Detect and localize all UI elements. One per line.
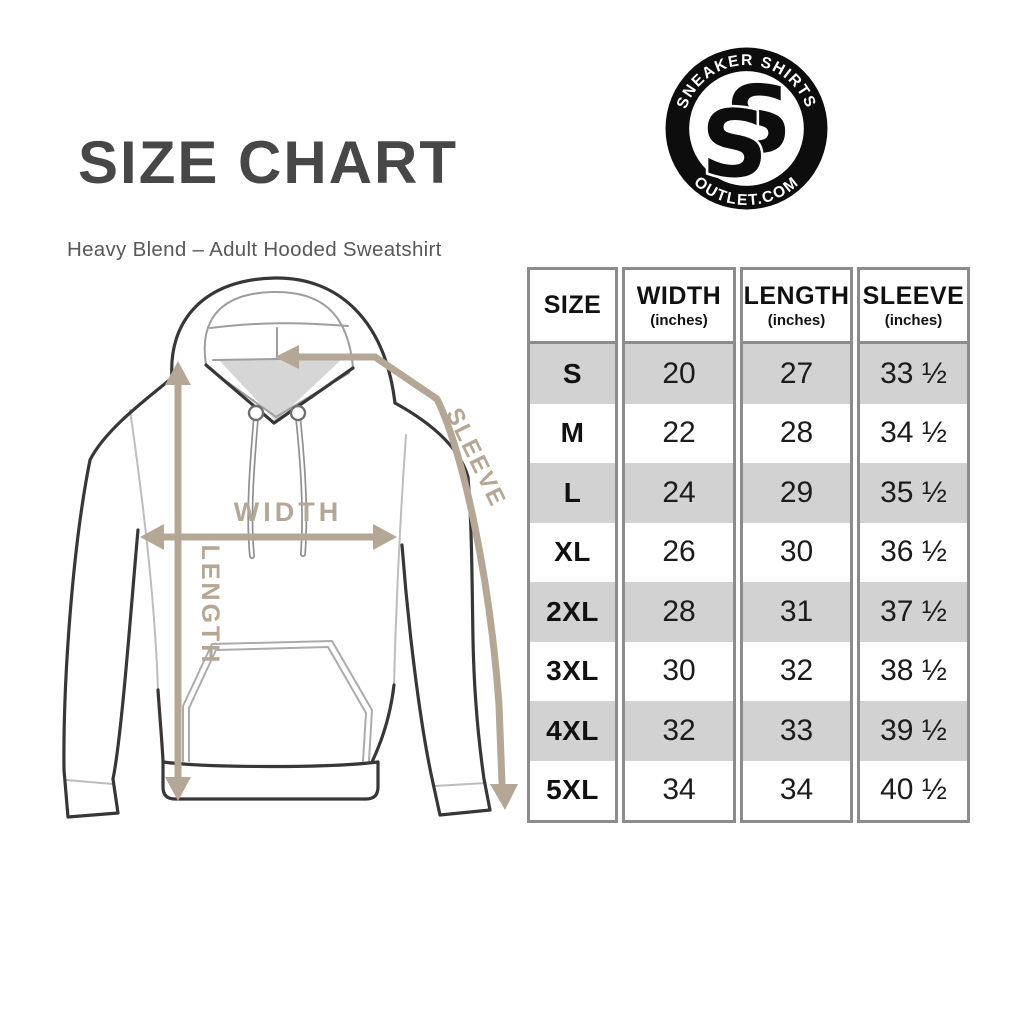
- hoodie-outline: [62, 276, 492, 819]
- hoodie-diagram: WIDTH LENGTH SLEEVE: [62, 276, 518, 819]
- table-cell: S: [530, 344, 615, 404]
- table-cell: 33 ½: [860, 344, 967, 404]
- table-cell: 28: [625, 582, 733, 642]
- kangaroo-pocket: [182, 640, 373, 762]
- width-arrowhead-left: [140, 524, 164, 550]
- grommet-right: [289, 404, 307, 422]
- table-cell: 34: [625, 760, 733, 820]
- table-cell: 2XL: [530, 582, 615, 642]
- column-header: WIDTH (inches): [625, 270, 733, 344]
- table-cell: XL: [530, 522, 615, 582]
- table-column-length: LENGTH (inches) 27 28 29 30 31 32 33 34: [740, 267, 853, 823]
- logo-inner-circle: [689, 71, 804, 186]
- column-header-label: LENGTH: [743, 281, 850, 310]
- table-cell: 33: [743, 701, 850, 761]
- width-arrowhead-right: [373, 524, 397, 550]
- column-header-unit: (inches): [884, 311, 943, 329]
- table-cell: 39 ½: [860, 701, 967, 761]
- logo-monogram-s1: S: [725, 66, 792, 174]
- column-header: SIZE: [530, 270, 615, 344]
- table-cell: 29: [743, 463, 850, 523]
- table-column-sleeve: SLEEVE (inches) 33 ½ 34 ½ 35 ½ 36 ½ 37 ½…: [857, 267, 970, 823]
- table-cell: 28: [743, 403, 850, 463]
- table-cell: 22: [625, 403, 733, 463]
- table-cell: 3XL: [530, 641, 615, 701]
- table-column-width: WIDTH (inches) 20 22 24 26 28 30 32 34: [622, 267, 736, 823]
- table-cell: 30: [743, 522, 850, 582]
- table-cell: 35 ½: [860, 463, 967, 523]
- column-header-label: WIDTH: [636, 281, 722, 310]
- size-table: SIZE S M L XL 2XL 3XL 4XL 5XL WIDTH (inc…: [527, 267, 970, 823]
- table-cell: 38 ½: [860, 641, 967, 701]
- measurement-arrows: [140, 345, 518, 810]
- table-cell: 4XL: [530, 701, 615, 761]
- brand-logo: SNEAKER SHIRTS OUTLET.COM S S: [665, 47, 828, 210]
- column-header: SLEEVE (inches): [860, 270, 967, 344]
- width-label: WIDTH: [234, 497, 342, 527]
- table-cell: 31: [743, 582, 850, 642]
- page-subtitle: Heavy Blend – Adult Hooded Sweatshirt: [67, 238, 442, 261]
- sleeve-arrowhead-end: [490, 784, 518, 810]
- table-cell: 26: [625, 522, 733, 582]
- column-header: LENGTH (inches): [743, 270, 850, 344]
- table-cell: 20: [625, 344, 733, 404]
- table-cell: 32: [625, 701, 733, 761]
- column-header-unit: (inches): [767, 311, 826, 329]
- table-cell: 24: [625, 463, 733, 523]
- table-column-size: SIZE S M L XL 2XL 3XL 4XL 5XL: [527, 267, 618, 823]
- table-cell: 27: [743, 344, 850, 404]
- table-cell: M: [530, 403, 615, 463]
- length-arrowhead-bottom: [165, 777, 191, 801]
- table-cell: 34: [743, 760, 850, 820]
- table-cell: 34 ½: [860, 403, 967, 463]
- hoodie-chest-triangle: [218, 359, 342, 421]
- column-header-label: SLEEVE: [862, 281, 965, 310]
- table-cell: 32: [743, 641, 850, 701]
- column-header-label: SIZE: [543, 291, 602, 319]
- length-label: LENGTH: [196, 545, 224, 666]
- page-title: SIZE CHART: [78, 129, 458, 196]
- table-cell: 40 ½: [860, 760, 967, 820]
- body-seams: [65, 409, 487, 787]
- table-cell: 30: [625, 641, 733, 701]
- sleeve-label: SLEEVE: [440, 404, 511, 512]
- logo-monogram-s2: S: [701, 90, 768, 198]
- sleeve-arrow: [293, 353, 506, 787]
- logo-monogram: S S: [699, 66, 792, 201]
- column-header-unit: (inches): [650, 311, 708, 329]
- table-cell: 5XL: [530, 760, 615, 820]
- table-cell: 37 ½: [860, 582, 967, 642]
- length-arrowhead-top: [165, 361, 191, 385]
- grommet-left: [247, 404, 265, 422]
- table-cell: 36 ½: [860, 522, 967, 582]
- table-cell: L: [530, 463, 615, 523]
- sleeve-arrowhead-start: [275, 345, 299, 369]
